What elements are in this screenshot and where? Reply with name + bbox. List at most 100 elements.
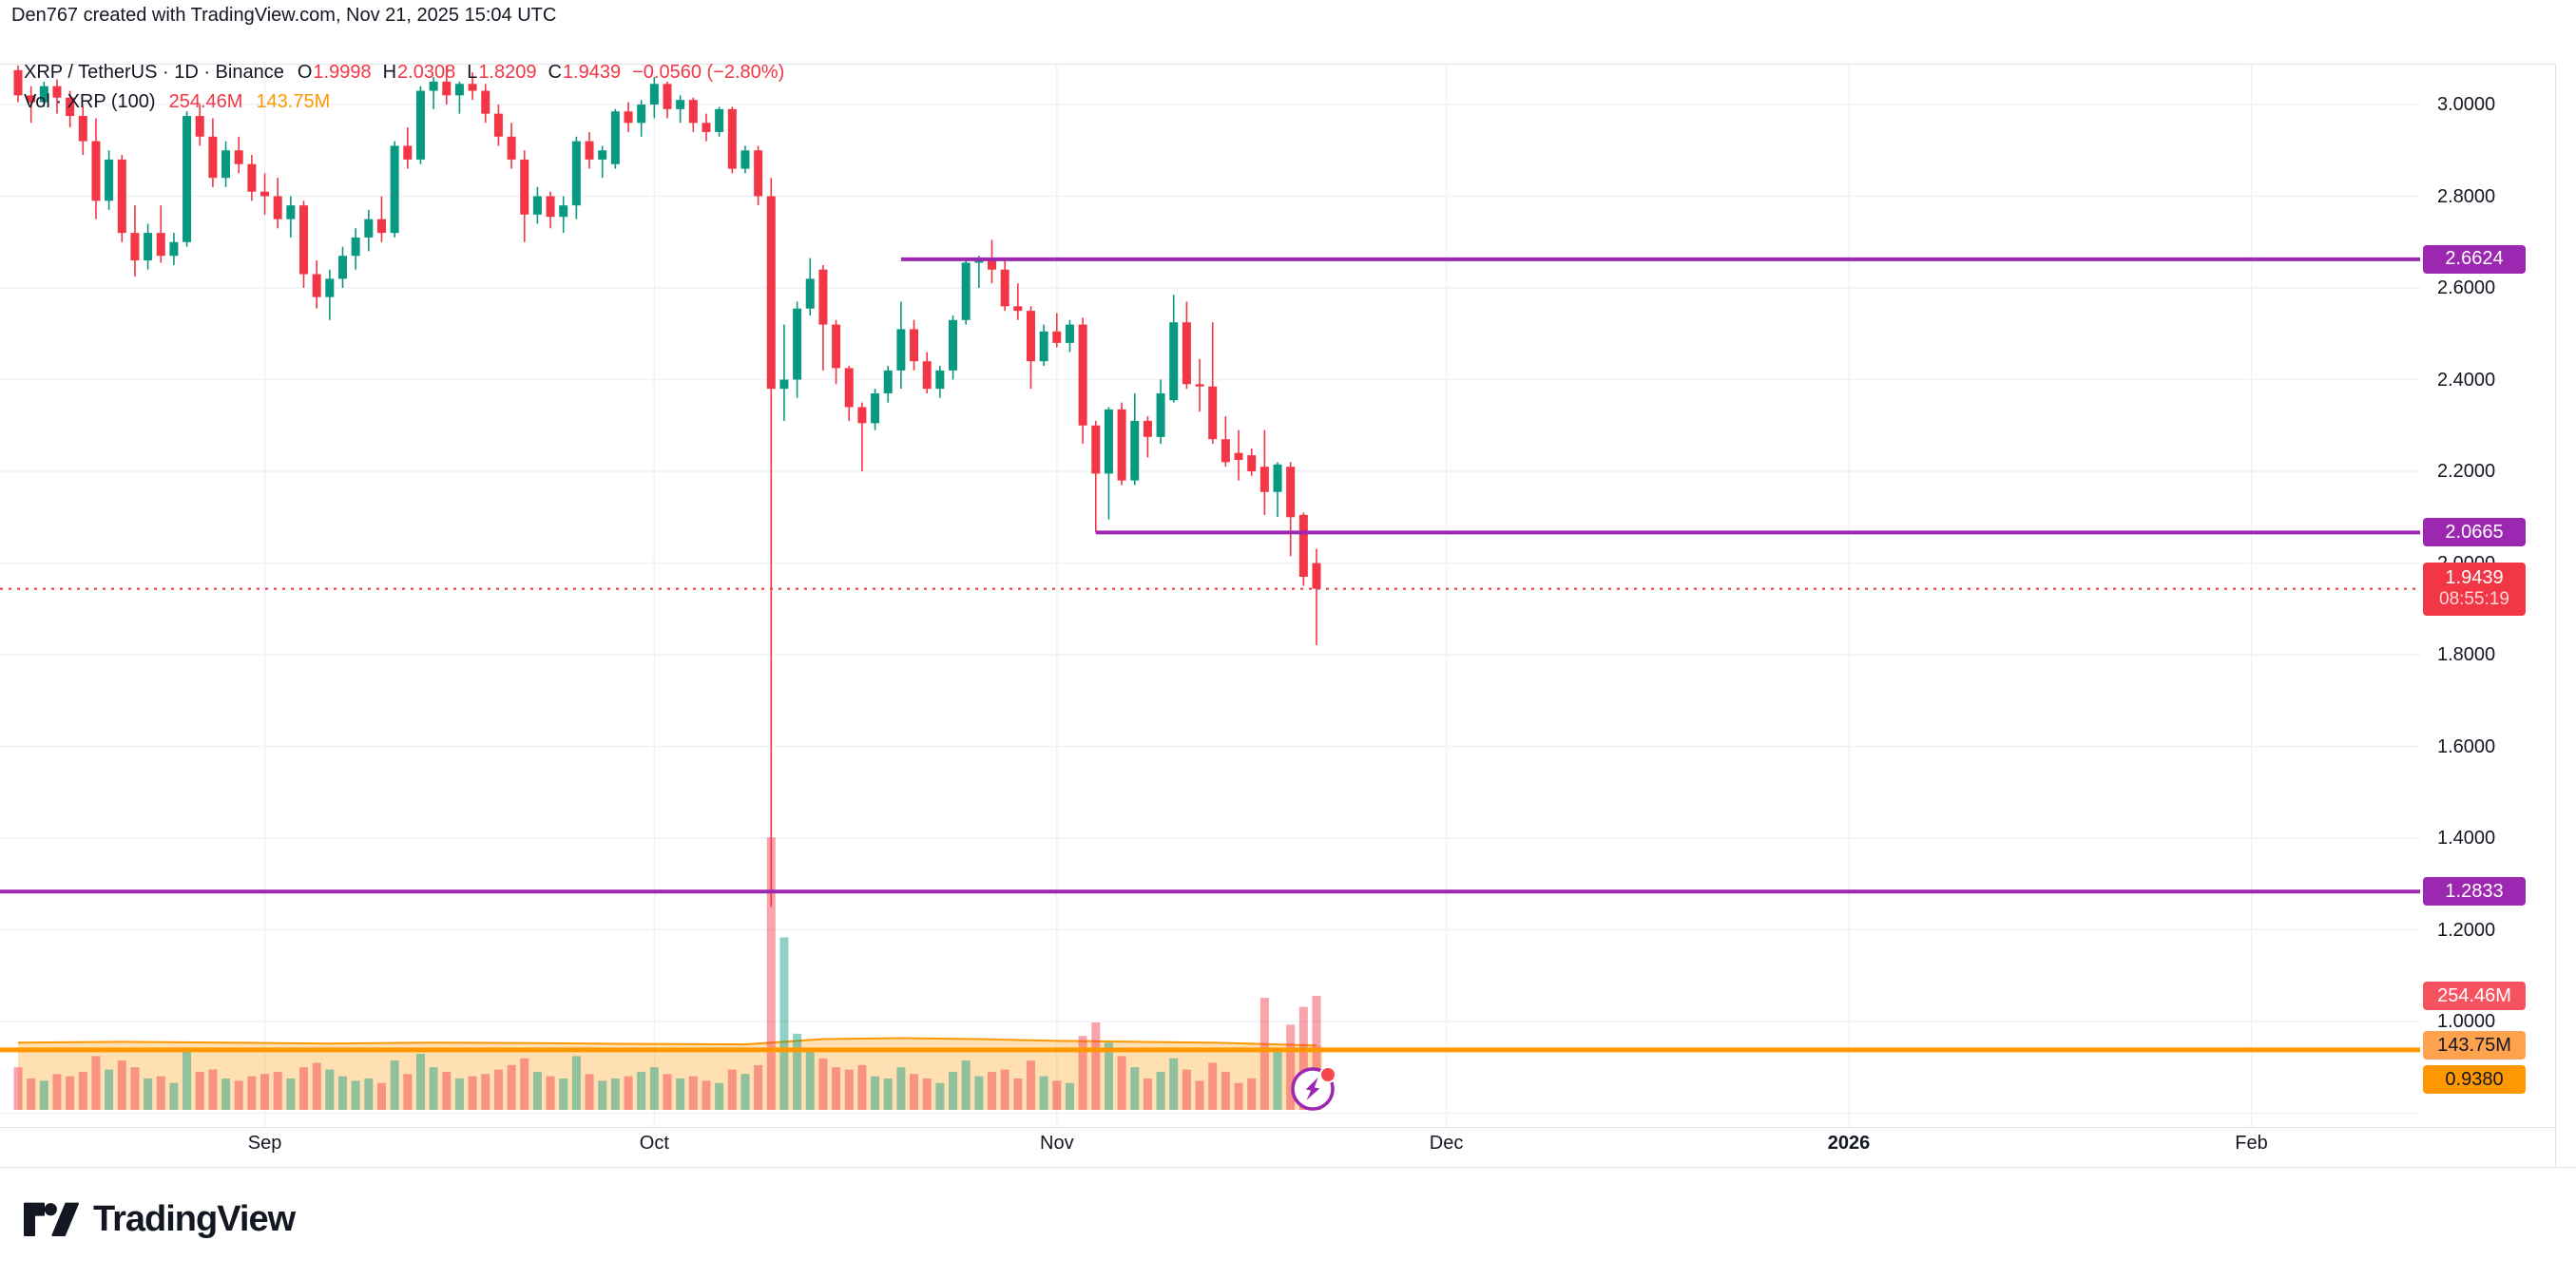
volume-bar: [468, 1076, 477, 1110]
volume-bar: [312, 1062, 321, 1110]
candle-body: [585, 141, 594, 160]
volume-bar: [52, 1074, 62, 1110]
volume-bar: [91, 1056, 101, 1110]
candle-body: [1169, 322, 1179, 401]
volume-bar: [234, 1080, 243, 1110]
volume-bar: [27, 1078, 36, 1110]
candle-body: [974, 260, 984, 263]
volume-bar: [1195, 1080, 1204, 1110]
symbol-title: XRP / TetherUS · 1D · Binance: [24, 62, 284, 83]
volume-bar: [1169, 1058, 1179, 1110]
candle-body: [805, 278, 815, 309]
volume-bar: [169, 1082, 179, 1110]
volume-bar: [663, 1074, 672, 1110]
volume-bar: [793, 1033, 802, 1110]
candle-body: [715, 108, 724, 132]
volume-bar: [1221, 1071, 1230, 1110]
candle-body: [949, 319, 958, 371]
candle-body: [1117, 409, 1126, 481]
volume-ma-value: 143.75M: [256, 91, 331, 112]
candle-body: [1039, 331, 1048, 362]
volume-bar: [832, 1067, 841, 1110]
volume-bar: [39, 1080, 48, 1110]
price-level-badge: 1.2833: [2423, 877, 2526, 907]
volume-bar: [1013, 1078, 1023, 1110]
candle-body: [91, 141, 101, 201]
volume-bar: [78, 1071, 87, 1110]
volume-bar: [1117, 1056, 1126, 1110]
candle-body: [832, 324, 841, 369]
volume-bar: [571, 1056, 581, 1110]
candle-body: [260, 191, 270, 197]
candle-body: [532, 196, 542, 215]
candle-body: [27, 95, 36, 103]
time-tick-label: 2026: [1827, 1133, 1871, 1154]
volume-bar: [144, 1078, 153, 1110]
volume-bar: [818, 1058, 828, 1110]
price-tick-label: 2.8000: [2437, 185, 2496, 207]
volume-bar: [1247, 1078, 1257, 1110]
candle-body: [390, 145, 399, 234]
price-tick-label: 1.4000: [2437, 828, 2496, 849]
candle-body: [1143, 420, 1152, 437]
volume-bar: [208, 1069, 218, 1110]
candle-body: [221, 150, 231, 179]
candle-body: [1221, 439, 1230, 463]
volume-bar: [13, 1067, 23, 1110]
candle-body: [195, 116, 204, 137]
plot-top-border: [0, 64, 2555, 65]
volume-bar: [442, 1071, 452, 1110]
candle-body: [988, 260, 996, 270]
volume-bar: [1078, 1036, 1087, 1110]
candle-body: [468, 84, 477, 91]
volume-bar: [520, 1058, 529, 1110]
price-level-badge: 2.0665: [2423, 518, 2526, 547]
tradingview-logo[interactable]: TradingView: [23, 1199, 296, 1240]
price-tick-label: 1.0000: [2437, 1011, 2496, 1032]
volume-bar: [844, 1069, 854, 1110]
volume-bar: [974, 1076, 984, 1110]
volume-bar: [857, 1064, 867, 1110]
volume-bar: [130, 1067, 140, 1110]
volume-bar: [1234, 1082, 1243, 1110]
plot-bottom-border: [0, 1127, 2555, 1128]
volume-bar: [637, 1071, 646, 1110]
candle-body: [740, 150, 750, 169]
price-tick-label: 3.0000: [2437, 94, 2496, 115]
lightning-icon[interactable]: [1291, 1066, 1336, 1111]
volume-bar: [273, 1071, 282, 1110]
volume-bar: [1273, 1051, 1282, 1110]
volume-bar: [1156, 1071, 1165, 1110]
volume-bar: [935, 1082, 945, 1110]
candle-body: [1013, 306, 1023, 312]
candle-body: [1182, 322, 1191, 385]
candle-body: [663, 84, 672, 109]
volume-bar: [949, 1071, 958, 1110]
volume-bar: [325, 1069, 335, 1110]
volume-bar: [961, 1060, 971, 1110]
candle-body: [1078, 324, 1087, 426]
volume-bar: [1298, 1006, 1308, 1110]
candle-body: [559, 205, 568, 218]
volume-bar: [1000, 1069, 1009, 1110]
candle-body: [156, 233, 165, 257]
candle-body: [1130, 420, 1140, 481]
candle-body: [1026, 311, 1035, 362]
volume-bar: [922, 1078, 932, 1110]
candle-body: [273, 196, 282, 220]
volume-legend[interactable]: Vol · XRP (100) 254.46M 143.75M: [24, 91, 330, 113]
volume-bar: [260, 1074, 270, 1110]
price-tick-label: 1.8000: [2437, 644, 2496, 665]
volume-bar: [481, 1074, 490, 1110]
volume-bar: [532, 1071, 542, 1110]
candle-body: [624, 111, 633, 124]
candle-body: [1195, 384, 1204, 387]
candle-body: [105, 159, 114, 201]
volume-bar: [507, 1064, 516, 1110]
tradingview-logo-mark: [24, 1202, 79, 1236]
candle-body: [130, 233, 140, 261]
volume-bar: [105, 1069, 114, 1110]
